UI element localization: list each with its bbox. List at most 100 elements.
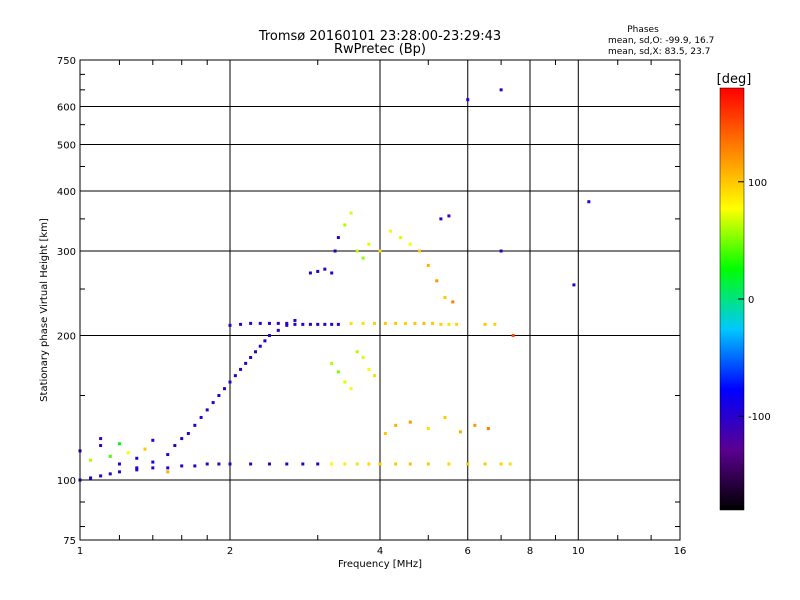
data-point	[166, 466, 170, 470]
y-tick-label: 100	[57, 476, 76, 487]
stats-line-x: mean, sd,X: 83.5, 23.7	[608, 47, 710, 57]
data-point	[135, 468, 139, 472]
data-point	[193, 464, 197, 468]
x-tick-label: 6	[465, 546, 471, 557]
data-point	[267, 334, 271, 338]
data-point	[276, 328, 280, 332]
data-point	[293, 318, 297, 322]
data-point	[135, 456, 139, 460]
data-point	[293, 322, 297, 326]
data-point	[343, 223, 347, 227]
data-point	[408, 462, 412, 466]
y-tick-label: 600	[57, 103, 76, 114]
data-point	[267, 462, 271, 466]
data-point	[355, 462, 359, 466]
x-tick-label: 2	[227, 546, 233, 557]
data-point	[108, 454, 112, 458]
colorbar-tick-label: 0	[748, 295, 754, 306]
data-point	[466, 98, 470, 102]
data-point	[323, 267, 327, 271]
data-point	[151, 460, 155, 464]
data-point	[117, 442, 121, 446]
stats-heading: Phases	[627, 25, 659, 35]
data-point	[308, 271, 312, 275]
data-point	[361, 256, 365, 260]
data-point	[89, 458, 93, 462]
data-point	[316, 322, 320, 326]
data-point	[431, 321, 435, 325]
data-point	[483, 322, 487, 326]
data-point	[173, 444, 177, 448]
data-point	[166, 470, 170, 474]
data-point	[228, 323, 232, 327]
colorbar-tick-label: -100	[748, 412, 771, 423]
y-tick-label: 200	[57, 332, 76, 343]
data-point	[511, 334, 515, 338]
data-point	[403, 321, 407, 325]
data-point	[408, 242, 412, 246]
data-point	[389, 229, 393, 233]
data-point	[89, 476, 93, 480]
data-point	[199, 415, 203, 419]
data-point	[499, 88, 503, 92]
data-point	[439, 322, 443, 326]
data-point	[447, 462, 451, 466]
data-point	[493, 322, 497, 326]
data-point	[135, 466, 139, 470]
y-tick-label: 300	[57, 247, 76, 258]
data-point	[301, 322, 305, 326]
data-point	[458, 430, 462, 434]
data-point	[361, 321, 365, 325]
data-point	[316, 462, 320, 466]
data-point	[336, 236, 340, 240]
data-point	[333, 249, 337, 253]
data-point	[308, 322, 312, 326]
data-point	[435, 279, 439, 283]
colorbar-label: [deg]	[717, 72, 752, 87]
y-tick-label: 400	[57, 187, 76, 198]
data-point	[373, 374, 377, 378]
x-axis-label: Frequency [MHz]	[338, 559, 422, 570]
data-point	[413, 321, 417, 325]
colorbar-tick-label: 100	[748, 178, 767, 189]
data-point	[394, 462, 398, 466]
data-point	[399, 236, 403, 240]
data-point	[205, 462, 209, 466]
data-point	[426, 263, 430, 267]
data-point	[383, 432, 387, 436]
data-point	[473, 423, 477, 427]
x-tick-label: 1	[77, 546, 83, 557]
data-point	[394, 321, 398, 325]
data-point	[336, 322, 340, 326]
data-point	[253, 350, 257, 354]
data-point	[394, 423, 398, 427]
data-point	[483, 462, 487, 466]
data-point	[258, 344, 262, 348]
data-point	[99, 474, 103, 478]
data-point	[451, 300, 455, 304]
y-axis-label: Stationary phase Virtual Height [km]	[39, 218, 50, 402]
data-point	[244, 361, 248, 365]
phase-colorbar: 100 0 -100	[719, 87, 771, 511]
stats-line-o: mean, sd,O: -99.9, 16.7	[608, 36, 714, 46]
data-point	[330, 361, 334, 365]
data-point	[99, 437, 103, 441]
data-point	[443, 415, 447, 419]
data-point	[426, 427, 430, 431]
data-point	[383, 321, 387, 325]
data-point	[258, 321, 262, 325]
data-point	[426, 462, 430, 466]
x-tick-label: 8	[527, 546, 533, 557]
data-point	[249, 355, 253, 359]
data-point	[228, 380, 232, 384]
data-point	[373, 321, 377, 325]
data-point	[166, 453, 170, 457]
data-point	[239, 367, 243, 371]
axes: 1 2 4 6 8 10 16 75 100 200 300 400 500 600 750	[57, 56, 686, 557]
data-point	[205, 408, 209, 412]
data-point	[508, 462, 512, 466]
data-point	[447, 214, 451, 218]
x-tick-label: 10	[572, 546, 585, 557]
data-point	[343, 380, 347, 384]
